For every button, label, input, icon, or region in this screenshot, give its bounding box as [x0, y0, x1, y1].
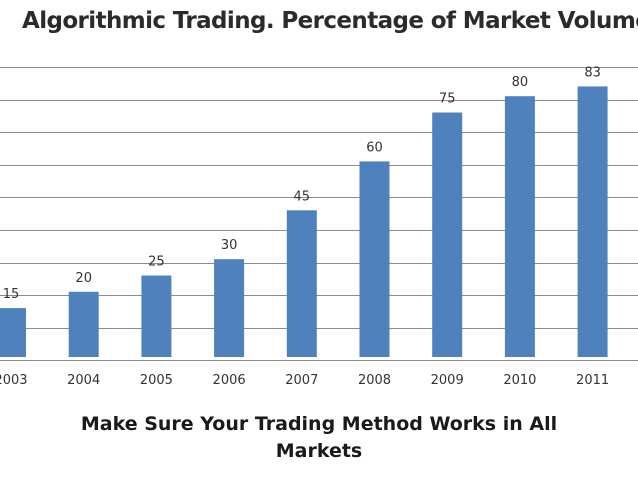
x-tick-label-2009: 2009	[431, 373, 464, 388]
bar-2004	[68, 291, 99, 357]
caption-line-2: Markets	[275, 440, 363, 462]
caption: Make Sure Your Trading Method Works in A…	[0, 411, 638, 465]
x-tick-label-2004: 2004	[67, 373, 100, 388]
data-label-2010: 80	[512, 75, 529, 90]
x-tick-label-2007: 2007	[285, 373, 318, 388]
caption-line-1: Make Sure Your Trading Method Works in A…	[80, 413, 558, 435]
x-tick-label-2008: 2008	[358, 373, 391, 388]
bars	[0, 86, 608, 358]
bar-2011	[577, 86, 608, 358]
bar-2007	[286, 210, 317, 357]
data-label-2011: 83	[584, 65, 601, 80]
x-tick-label-2010: 2010	[503, 373, 536, 388]
bar-2009	[432, 112, 463, 357]
x-tick-label-2005: 2005	[140, 373, 173, 388]
bar-2006	[214, 259, 245, 357]
bar-2008	[359, 161, 390, 357]
x-tick-label-2011: 2011	[576, 373, 609, 388]
data-labels: 15 20 25 30 45 60 75 80 83	[3, 65, 601, 302]
data-label-2006: 30	[221, 238, 238, 253]
data-label-2007: 45	[294, 189, 311, 204]
x-tick-labels: 2003 2004 2005 2006 2007 2008 2009 2010 2011	[0, 373, 609, 388]
data-label-2003: 15	[3, 287, 20, 302]
data-label-2005: 25	[148, 255, 165, 270]
data-label-2009: 75	[439, 92, 456, 107]
bar-2003	[0, 308, 26, 357]
x-tick-label-2006: 2006	[213, 373, 246, 388]
bar-2010	[504, 96, 535, 357]
chart-title: Algorithmic Trading. Percentage of Marke…	[22, 8, 638, 34]
bar-2005	[141, 275, 172, 357]
data-label-2004: 20	[75, 271, 92, 286]
data-label-2008: 60	[366, 140, 383, 155]
x-tick-label-2003: 2003	[0, 373, 28, 388]
